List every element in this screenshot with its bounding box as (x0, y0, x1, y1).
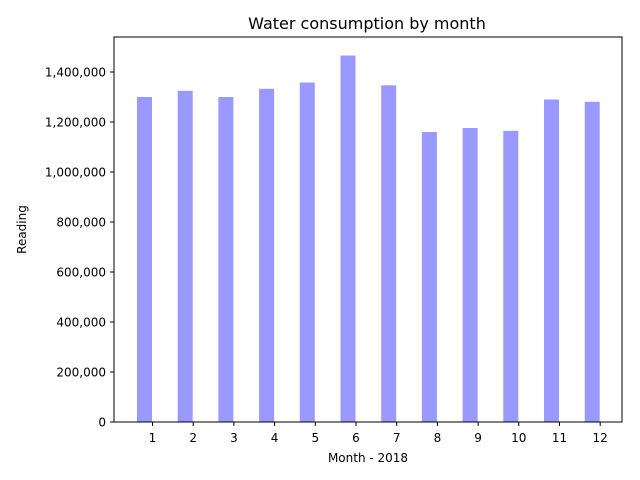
bar-4 (259, 88, 275, 423)
bar-12 (584, 101, 600, 423)
x-tick-label: 8 (434, 431, 442, 445)
bar-2 (177, 90, 193, 423)
y-tick-label: 1,000,000 (45, 166, 106, 180)
y-tick-label: 600,000 (56, 266, 106, 280)
x-tick-label: 2 (189, 431, 197, 445)
bar-8 (421, 132, 437, 422)
chart-title: Water consumption by month (248, 14, 486, 33)
bar-9 (462, 128, 478, 422)
bar-6 (340, 55, 356, 422)
x-tick-label: 5 (311, 431, 319, 445)
y-tick-label: 1,200,000 (45, 116, 106, 130)
bars-group (137, 55, 600, 423)
x-tick-label: 6 (352, 431, 360, 445)
x-tick-label: 12 (593, 431, 608, 445)
bar-10 (503, 130, 519, 423)
y-axis-label: Reading (15, 205, 29, 254)
y-tick-label: 800,000 (56, 216, 106, 230)
bar-5 (299, 82, 315, 422)
bar-7 (381, 85, 397, 423)
bar-3 (218, 97, 234, 422)
x-tick-label: 11 (552, 431, 567, 445)
x-tick-label: 1 (149, 431, 157, 445)
y-tick-label: 200,000 (56, 366, 106, 380)
bar-1 (137, 97, 152, 422)
plot-frame (113, 36, 623, 423)
x-tick-label: 4 (271, 431, 279, 445)
x-tick-label: 10 (511, 431, 526, 445)
y-tick-label: 0 (98, 416, 106, 430)
bar-11 (544, 99, 559, 422)
y-axis: 0 200,000 400,000 600,000 800,000 1,000,000 1,… (45, 66, 114, 430)
x-axis: 1 2 3 4 5 6 7 8 9 10 11 12 (149, 422, 608, 445)
x-tick-label: 9 (474, 431, 482, 445)
x-tick-label: 7 (393, 431, 401, 445)
y-tick-label: 1,400,000 (45, 66, 106, 80)
y-tick-label: 400,000 (56, 316, 106, 330)
x-tick-label: 3 (230, 431, 238, 445)
x-axis-label: Month - 2018 (328, 451, 408, 465)
